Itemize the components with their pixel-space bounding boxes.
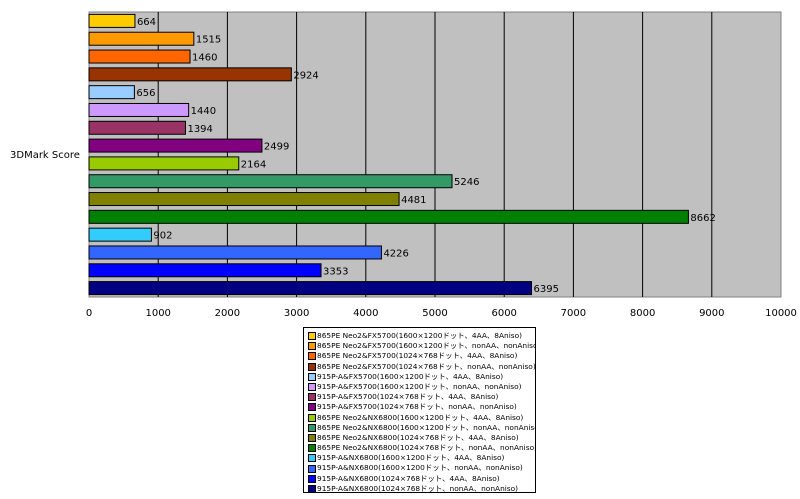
legend-swatch [308,352,316,361]
bar [88,156,240,171]
x-tick-label: 6000 [491,308,516,319]
bar-value-label: 1394 [187,124,212,135]
bar [88,281,533,296]
bar-value-label: 1440 [191,106,216,117]
legend-item: 915P-A&FX5700(1024×768ドット、nonAA、nonAniso… [308,402,535,412]
bar [88,192,400,207]
legend-label: 865PE Neo2&NX6800(1600×1200ドット、nonAA、non… [317,422,535,432]
bar [88,138,263,153]
legend-item: 865PE Neo2&FX5700(1024×768ドット、4AA、8Aniso… [308,351,535,361]
legend: 865PE Neo2&FX5700(1600×1200ドット、4AA、8Anis… [303,327,536,493]
bar-value-label: 4226 [383,248,408,259]
legend-swatch [308,383,316,392]
bar-value-label: 664 [137,17,156,28]
legend-item: 915P-A&FX5700(1024×768ドット、4AA、8Aniso) [308,392,535,402]
legend-swatch [308,423,316,432]
legend-swatch [308,433,316,442]
x-tick-label: 10000 [765,308,797,319]
legend-swatch [308,413,316,422]
legend-label: 865PE Neo2&FX5700(1024×768ドット、nonAA、nonA… [317,361,535,371]
bar [88,263,322,278]
bar [88,67,292,82]
legend-item: 865PE Neo2&NX6800(1600×1200ドット、nonAA、non… [308,423,535,433]
bar [88,102,190,117]
legend-swatch [308,474,316,483]
bar [88,85,135,100]
bar [88,209,689,224]
legend-item: 915P-A&NX6800(1600×1200ドット、nonAA、nonAnis… [308,463,535,473]
legend-swatch [308,362,316,371]
x-tick-label: 8000 [630,308,655,319]
bar-value-label: 6395 [534,284,559,295]
legend-label: 915P-A&NX6800(1024×768ドット、nonAA、nonAniso… [317,483,519,493]
legend-label: 915P-A&NX6800(1600×1200ドット、nonAA、nonAnis… [317,463,523,473]
x-tick-label: 7000 [561,308,586,319]
bar [88,245,382,260]
bar-value-label: 2499 [264,142,289,153]
legend-label: 865PE Neo2&FX5700(1024×768ドット、4AA、8Aniso… [317,351,518,361]
legend-item: 915P-A&FX5700(1600×1200ドット、4AA、8Aniso) [308,372,535,382]
x-axis-ticks: 0 1000 2000 3000 4000 5000 6000 7000 8000 9000 100… [86,308,797,319]
legend-item: 915P-A&NX6800(1024×768ドット、nonAA、nonAniso… [308,484,535,494]
x-tick-label: 4000 [353,308,378,319]
bar-value-label: 656 [136,88,155,99]
bar-value-label: 3353 [323,266,348,277]
bar-group: 664 1515 1460 2924 656 1440 1394 2499 2164 5246 44… [88,13,716,296]
legend-item: 915P-A&NX6800(1600×1200ドット、4AA、8Aniso) [308,453,535,463]
legend-label: 865PE Neo2&FX5700(1600×1200ドット、nonAA、non… [317,341,535,351]
bar-value-label: 4481 [401,195,426,206]
bar-value-label: 5246 [454,177,479,188]
legend-label: 865PE Neo2&FX5700(1600×1200ドット、4AA、8Anis… [317,331,523,340]
x-tick-label: 5000 [422,308,447,319]
x-tick-label: 3000 [284,308,309,319]
bar-value-label: 2164 [241,159,266,170]
legend-swatch [308,403,316,412]
legend-swatch [308,454,316,463]
legend-item: 915P-A&NX6800(1024×768ドット、4AA、8Aniso) [308,474,535,484]
legend-item: 865PE Neo2&FX5700(1600×1200ドット、4AA、8Anis… [308,331,535,341]
legend-swatch [308,332,316,341]
legend-item: 865PE Neo2&NX6800(1024×768ドット、nonAA、nonA… [308,443,535,453]
bar [88,174,453,189]
bar-value-label: 8662 [690,213,715,224]
legend-item: 865PE Neo2&NX6800(1600×1200ドット、4AA、8Anis… [308,413,535,423]
y-axis-label: 3DMark Score [10,150,80,161]
legend-label: 915P-A&FX5700(1024×768ドット、nonAA、nonAniso… [317,402,517,412]
bar-value-label: 2924 [293,70,318,81]
bar [88,120,186,135]
legend-swatch [308,372,316,381]
legend-swatch [308,444,316,453]
legend-label: 865PE Neo2&NX6800(1024×768ドット、nonAA、nonA… [317,443,535,453]
legend-label: 865PE Neo2&NX6800(1024×768ドット、4AA、8Aniso… [317,432,519,442]
legend-item: 865PE Neo2&FX5700(1024×768ドット、nonAA、nonA… [308,362,535,372]
legend-swatch [308,342,316,351]
bar [88,227,152,242]
legend-item: 865PE Neo2&NX6800(1024×768ドット、4AA、8Aniso… [308,433,535,443]
legend-item: 915P-A&FX5700(1600×1200ドット、nonAA、nonAnis… [308,382,535,392]
legend-label: 915P-A&FX5700(1600×1200ドット、4AA、8Aniso) [317,371,504,381]
legend-item: 865PE Neo2&FX5700(1600×1200ドット、nonAA、non… [308,341,535,351]
bar [88,31,195,46]
legend-label: 915P-A&FX5700(1024×768ドット、4AA、8Aniso) [317,392,499,402]
bar-value-label: 902 [153,231,172,242]
legend-swatch [308,393,316,402]
legend-swatch [308,484,316,493]
x-tick-label: 2000 [215,308,240,319]
x-tick-label: 0 [86,308,92,319]
legend-swatch [308,464,316,473]
legend-label: 865PE Neo2&NX6800(1600×1200ドット、4AA、8Anis… [317,412,524,422]
x-tick-label: 9000 [699,308,724,319]
bar-value-label: 1460 [192,53,217,64]
bar [88,13,136,28]
bar [88,49,191,64]
x-tick-label: 1000 [145,308,170,319]
bar-value-label: 1515 [196,35,221,46]
legend-label: 915P-A&NX6800(1024×768ドット、4AA、8Aniso) [317,473,500,483]
legend-label: 915P-A&NX6800(1600×1200ドット、4AA、8Aniso) [317,453,505,463]
legend-label: 915P-A&FX5700(1600×1200ドット、nonAA、nonAnis… [317,381,522,391]
